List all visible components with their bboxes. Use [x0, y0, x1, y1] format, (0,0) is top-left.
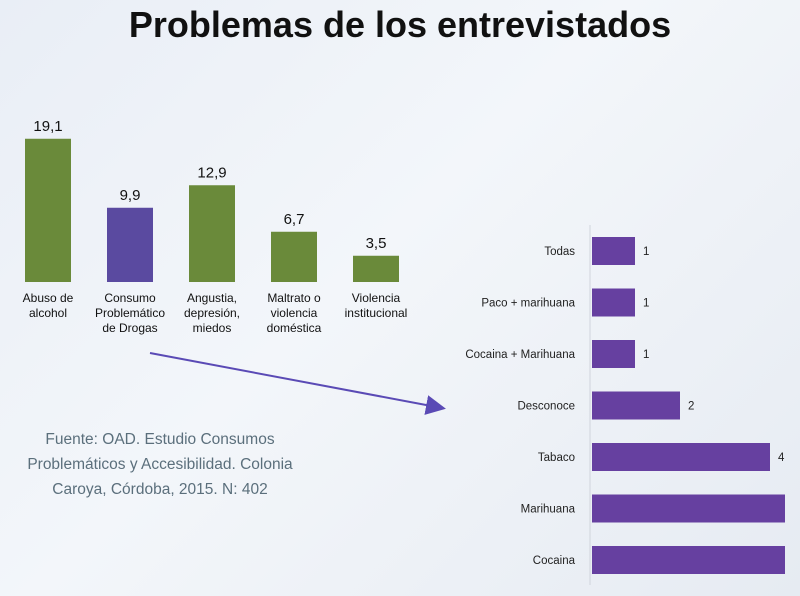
value-label: 2	[688, 401, 694, 413]
bar	[592, 443, 770, 471]
value-label: 4	[778, 452, 785, 464]
value-label: 9,9	[120, 187, 141, 204]
category-label: violencia	[271, 306, 318, 320]
value-label: 1	[643, 349, 649, 361]
category-label: Maltrato o	[267, 291, 321, 305]
slide-title: Problemas de los entrevistados	[128, 4, 672, 45]
category-label: doméstica	[267, 321, 322, 335]
category-label: Cocaina	[533, 555, 576, 567]
bar	[592, 494, 785, 523]
category-label: Problemático	[95, 306, 165, 320]
category-label: Violencia	[352, 291, 401, 305]
bar	[107, 207, 153, 282]
category-label: Consumo	[104, 291, 156, 305]
category-label: miedos	[193, 321, 232, 335]
bar	[189, 185, 235, 282]
bar	[271, 231, 317, 282]
value-label: 3,5	[366, 235, 387, 252]
value-label: 12,9	[197, 164, 226, 181]
arrow-line	[149, 352, 446, 415]
category-label: institucional	[345, 306, 408, 320]
category-label: depresión,	[184, 306, 240, 320]
substances-bar-chart: Todas 1 Paco + marihuana 1 Cocaina + Marihua…	[465, 225, 785, 585]
category-label: de Drogas	[102, 321, 157, 335]
bar	[592, 340, 635, 368]
value-label: 6,7	[284, 211, 305, 228]
bar	[592, 237, 635, 265]
category-label: Tabaco	[538, 452, 575, 464]
category-label: Cocaina + Marihuana	[465, 349, 575, 361]
category-label: Abuso de	[23, 291, 74, 305]
bar	[592, 288, 635, 317]
bar	[353, 255, 399, 282]
bar	[592, 546, 785, 574]
category-label: Marihuana	[521, 504, 576, 516]
category-label: Angustia,	[187, 291, 237, 305]
source-note: Fuente: OAD. Estudio Consumos Problemáti…	[27, 431, 293, 498]
bar	[592, 391, 680, 420]
bar	[25, 138, 71, 282]
value-label: 19,1	[33, 118, 62, 135]
category-label: Desconoce	[517, 401, 575, 413]
value-label: 1	[643, 298, 649, 310]
value-label: 1	[643, 246, 649, 258]
category-label: alcohol	[29, 306, 67, 320]
category-label: Todas	[544, 246, 575, 258]
category-label: Paco + marihuana	[481, 298, 575, 310]
